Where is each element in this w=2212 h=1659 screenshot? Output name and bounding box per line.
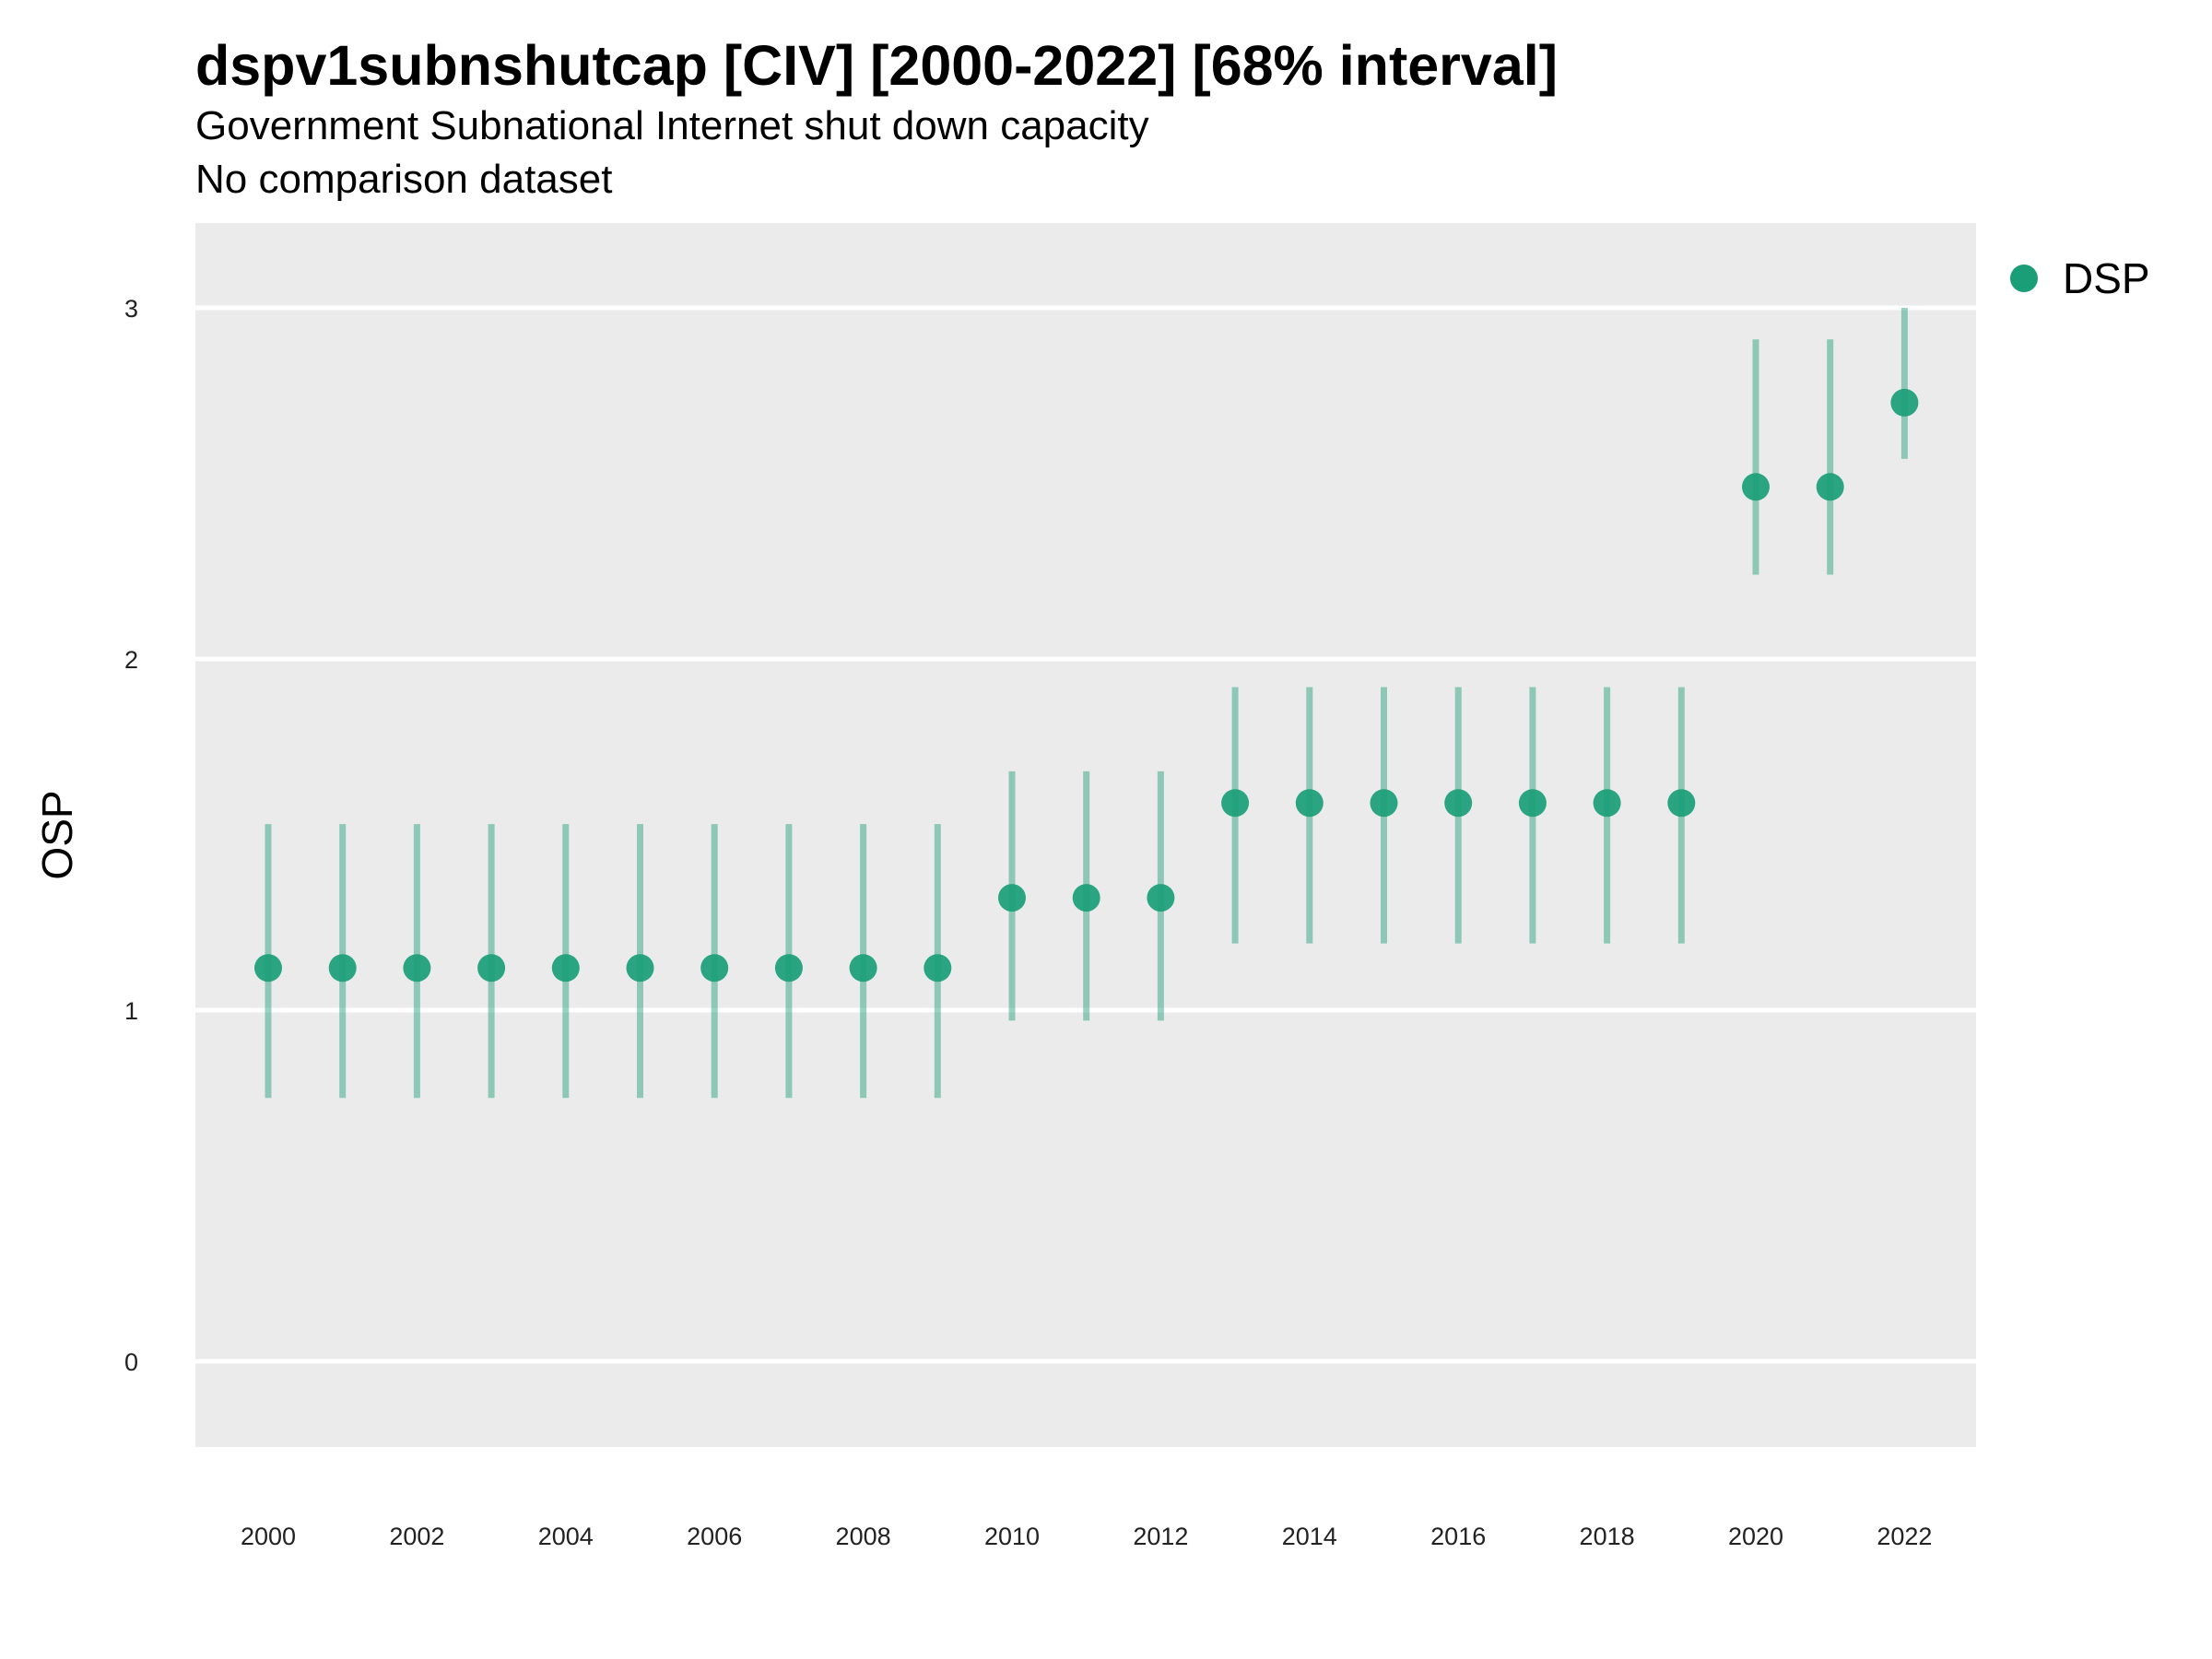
x-tick-label-2004: 2004: [538, 1523, 594, 1550]
grid-lines: [195, 305, 1976, 1364]
x-tick-label-2008: 2008: [836, 1523, 891, 1550]
point-2001: [328, 954, 357, 982]
x-tick-label-2002: 2002: [389, 1523, 444, 1550]
chart-subtitle: Government Subnational Internet shut dow…: [195, 103, 1149, 148]
point-2000: [254, 954, 282, 982]
x-tick-label-2012: 2012: [1133, 1523, 1188, 1550]
x-tick-label-2010: 2010: [984, 1523, 1040, 1550]
x-tick-label-2016: 2016: [1430, 1523, 1486, 1550]
y-tick-label-3: 3: [124, 295, 138, 323]
x-tick-label-2014: 2014: [1282, 1523, 1337, 1550]
x-tick-label-2020: 2020: [1728, 1523, 1783, 1550]
point-2013: [1221, 789, 1250, 818]
point-2017: [1518, 789, 1547, 818]
data-points: [254, 388, 1919, 982]
x-tick-label-2000: 2000: [241, 1523, 296, 1550]
x-tick-label-2006: 2006: [687, 1523, 742, 1550]
point-2010: [998, 884, 1026, 912]
y-ticks: 0 1 2 3: [124, 295, 138, 1376]
point-2006: [700, 954, 729, 982]
point-2016: [1444, 789, 1473, 818]
point-2008: [849, 954, 877, 982]
chart-title: dspv1subnshutcap [CIV] [2000-2022] [68% …: [195, 34, 1559, 97]
plot-panel: [195, 223, 1976, 1447]
point-2004: [551, 954, 580, 982]
y-tick-label-1: 1: [124, 997, 138, 1025]
point-2007: [774, 954, 803, 982]
point-2020: [1742, 473, 1770, 501]
chart-caption: No comparison dataset: [195, 157, 613, 202]
x-tick-label-2018: 2018: [1580, 1523, 1635, 1550]
y-axis-label: OSP: [33, 790, 81, 879]
point-2015: [1370, 789, 1398, 818]
point-2012: [1147, 884, 1175, 912]
point-2002: [403, 954, 431, 982]
x-ticks: 2000 2002 2004 2006 2008 2010 2012 2014 2016 2018…: [241, 1523, 1932, 1550]
y-tick-label-2: 2: [124, 646, 138, 674]
point-2022: [1890, 388, 1919, 417]
legend: DSP: [2010, 254, 2150, 302]
point-2014: [1295, 789, 1324, 818]
point-2009: [924, 954, 952, 982]
point-2003: [477, 954, 506, 982]
legend-label-dsp: DSP: [2063, 254, 2150, 302]
point-2011: [1072, 884, 1100, 912]
point-2005: [626, 954, 654, 982]
point-2019: [1667, 789, 1696, 818]
point-2018: [1593, 789, 1621, 818]
legend-swatch-dsp: [2010, 265, 2038, 292]
x-tick-label-2022: 2022: [1877, 1523, 1932, 1550]
y-tick-label-0: 0: [124, 1348, 138, 1376]
point-2021: [1816, 473, 1844, 501]
